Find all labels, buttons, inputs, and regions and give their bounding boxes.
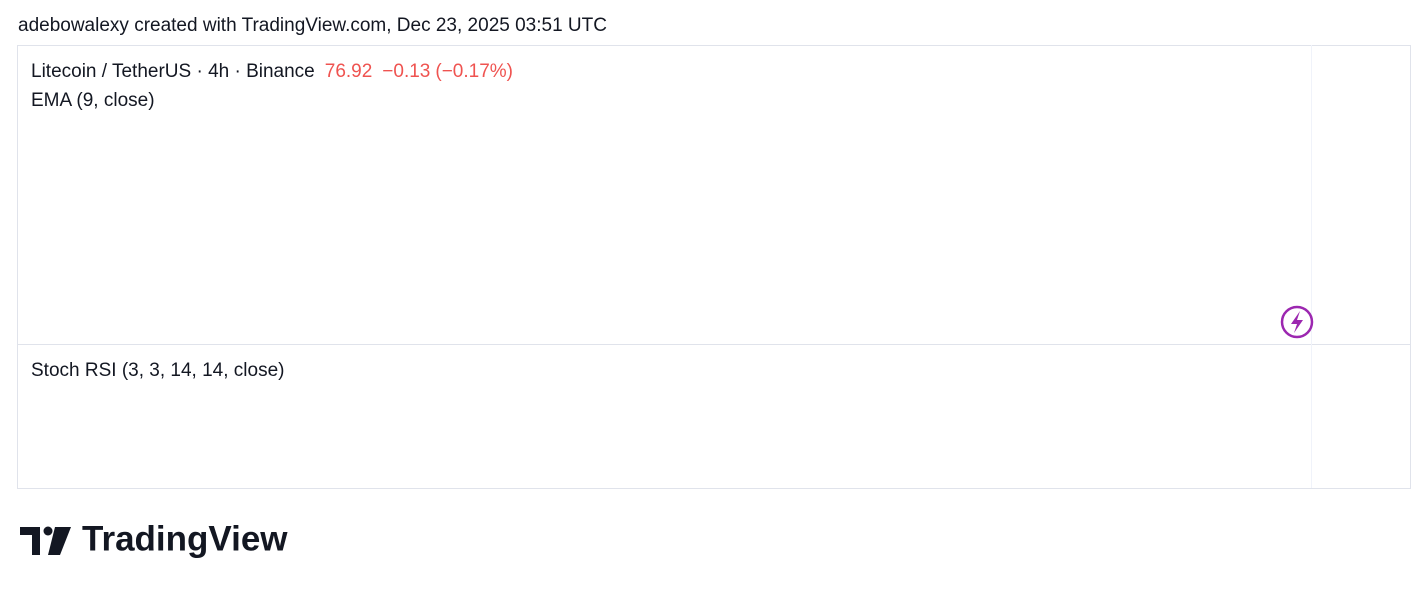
alert-icon[interactable] [1280,305,1314,339]
price-change-percent: (−0.17%) [435,61,513,82]
symbol-title: Litecoin / TetherUS · 4h · Binance [31,61,315,82]
stoch-legend: Stoch RSI (3, 3, 14, 14, close) [31,360,284,381]
legend: Litecoin / TetherUS · 4h · Binance 76.92… [31,61,513,381]
tradingview-logo: TradingView [20,519,288,558]
credit: adebowalexy created with TradingView.com… [18,15,607,36]
brand: TradingView [82,519,288,558]
last-price: 76.92 [325,61,373,82]
chart-frame [17,45,1411,489]
price-change: −0.13 [382,61,430,82]
ema-legend: EMA (9, close) [31,90,155,111]
